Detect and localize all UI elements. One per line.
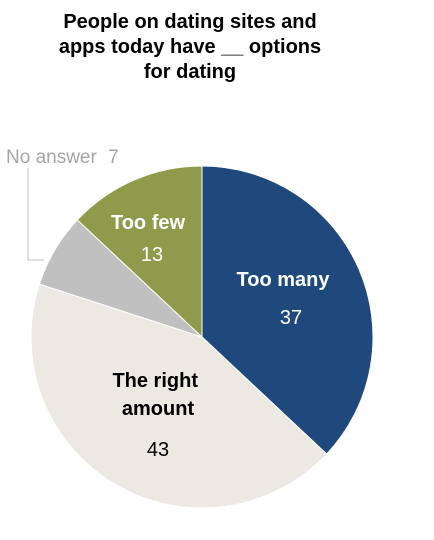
slice-label-right-amount-line-1: The right	[112, 370, 198, 392]
pie-slice-right-amount	[30, 283, 328, 509]
pie-slice-too-few	[76, 165, 203, 339]
slice-label-right-amount: The right amount	[112, 370, 203, 420]
slice-label-no-answer-text: No answer	[6, 147, 97, 168]
pie-slices	[30, 165, 374, 509]
chart-title-line-1: People on dating sites and	[63, 11, 317, 33]
pie-slice-too-many	[201, 165, 374, 455]
chart-title-line-2: apps today have __ options	[58, 36, 322, 58]
slice-label-right-amount-line-2: amount	[122, 398, 195, 420]
chart-title-line-3: for dating	[143, 61, 237, 83]
slice-value-right-amount: 43	[147, 439, 169, 461]
chart-title: People on dating sites and apps today hav…	[0, 10, 380, 85]
slice-label-too-few: Too few	[111, 212, 186, 234]
slice-value-too-many: 37	[280, 307, 302, 329]
slice-value-no-answer: 7	[108, 147, 119, 168]
slice-label-too-many: Too many	[237, 269, 331, 291]
no-answer-leader-line	[27, 168, 44, 261]
slice-value-too-few: 13	[141, 244, 163, 266]
slice-label-no-answer: No answer 7	[6, 147, 119, 168]
